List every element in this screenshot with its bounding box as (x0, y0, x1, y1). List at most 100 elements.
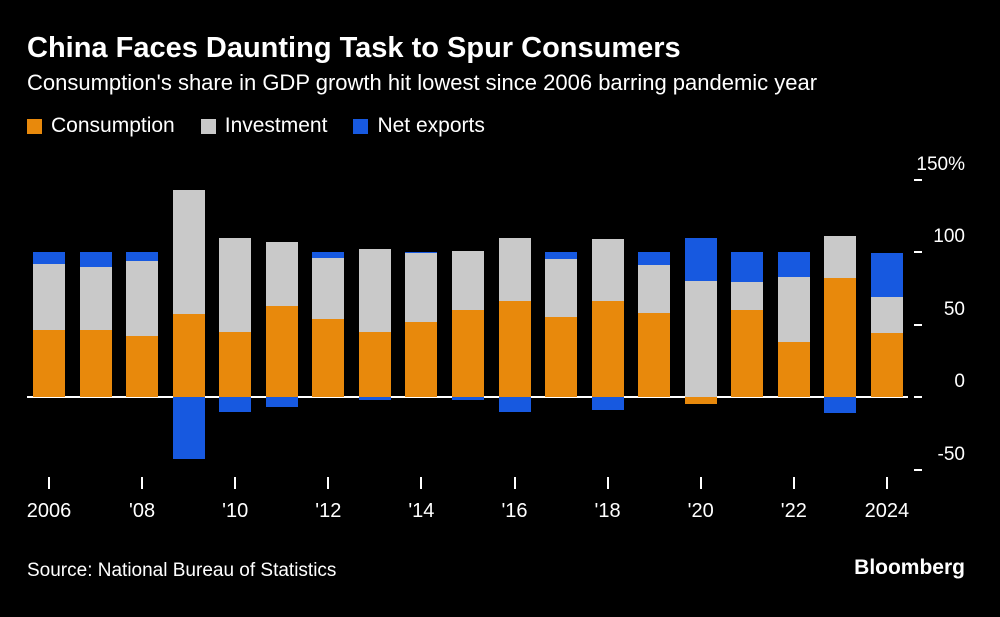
x-axis-label-2020: '20 (687, 500, 714, 522)
bar-segment-2022-consumption (777, 341, 810, 397)
bar-segment-2015-consumption (451, 310, 484, 397)
x-axis-label-2024: 2024 (864, 500, 910, 522)
bar-segment-2024-consumption (870, 333, 903, 397)
bar-segment-2013-consumption (358, 331, 391, 397)
bar-segment-2013-net-exports (358, 397, 391, 400)
bar-segment-2006-investment (33, 263, 65, 331)
x-axis-tick-2016 (513, 477, 516, 489)
bar-segment-2021-investment (731, 282, 764, 310)
bar-segment-2006-net-exports (33, 252, 65, 264)
bar-segment-2014-consumption (405, 321, 438, 397)
x-axis-label-2008: '08 (129, 500, 156, 522)
legend-swatch-net-exports (353, 118, 369, 134)
y-axis-tick-100 (914, 251, 922, 253)
bar-segment-2007-net-exports (79, 252, 112, 267)
bar-segment-2013-investment (358, 249, 391, 332)
bar-segment-2010-net-exports (219, 397, 252, 412)
bar-segment-2020-net-exports (684, 237, 717, 281)
y-axis-tick-50 (914, 323, 922, 326)
plot-area (27, 150, 908, 495)
x-axis-label-2016: '16 (501, 500, 528, 522)
legend-item-consumption: Consumption (27, 114, 175, 138)
legend-label-investment: Investment (224, 114, 328, 137)
bar-segment-2019-consumption (638, 312, 671, 397)
x-axis-label-2006: 2006 (26, 500, 72, 522)
chart-subtitle: Consumption's share in GDP growth hit lo… (27, 70, 818, 95)
y-axis-label-50: 50 (943, 298, 965, 320)
bar-segment-2016-net-exports (498, 397, 531, 412)
bar-segment-2008-net-exports (126, 252, 159, 261)
legend-swatch-consumption (27, 118, 42, 134)
bar-segment-2012-investment (312, 257, 345, 319)
bar-segment-2021-consumption (731, 310, 764, 397)
bar-segment-2011-investment (265, 241, 298, 306)
bar-segment-2016-consumption (498, 301, 531, 397)
bar-segment-2017-investment (545, 259, 578, 318)
bar-segment-2018-investment (591, 238, 624, 302)
bar-segment-2023-net-exports (824, 397, 857, 413)
x-axis-tick-2006 (48, 477, 50, 489)
chart-title: China Faces Daunting Task to Spur Consum… (27, 32, 681, 64)
x-axis-tick-2010 (234, 477, 237, 489)
bar-segment-2023-consumption (824, 278, 857, 397)
y-axis-label--50: -50 (937, 443, 965, 465)
bar-segment-2010-investment (219, 237, 252, 332)
bloomberg-logo: Bloomberg (854, 556, 965, 579)
y-axis: 150% 100 50 0 -50 (27, 150, 965, 540)
x-axis-label-2010: '10 (222, 500, 249, 522)
bar-segment-2014-investment (405, 253, 438, 322)
y-axis-label-100: 100 (933, 226, 965, 247)
bar-segment-2020-consumption (684, 397, 717, 405)
bar-segment-2019-investment (638, 265, 671, 313)
bar-segment-2008-consumption (126, 336, 159, 397)
x-axis: 2006 '08 '10 '12 '14 '16 '18 '20 '22 2024 (27, 150, 965, 540)
y-axis-tick-0 (914, 396, 922, 398)
x-axis-label-2018: '18 (594, 500, 621, 522)
bar-segment-2018-consumption (591, 301, 624, 397)
chart: 150% 100 50 0 -50 2006 '08 '10 '12 '14 '16 '18 '20 '… (27, 150, 965, 540)
bar-segment-2018-net-exports (591, 397, 624, 411)
bar-segment-2007-investment (79, 266, 112, 331)
bar-segment-2009-consumption (172, 314, 205, 397)
x-axis-tick-2014 (420, 477, 423, 489)
bar-segment-2011-consumption (265, 305, 298, 397)
bar-segment-2021-net-exports (731, 252, 764, 283)
x-axis-tick-2008 (141, 477, 144, 489)
bar-segment-2006-consumption (33, 330, 65, 397)
x-axis-label-2022: '22 (780, 500, 807, 522)
bar-segment-2024-net-exports (870, 253, 903, 297)
bar-segment-2020-investment (684, 281, 717, 397)
bar-segment-2022-net-exports (777, 252, 810, 277)
bar-segment-2012-consumption (312, 318, 345, 397)
y-axis-tick-150 (914, 178, 922, 181)
bar-segment-2007-consumption (79, 330, 112, 397)
bar-segment-2017-consumption (545, 317, 578, 397)
bar-segment-2009-net-exports (172, 397, 205, 460)
bar-segment-2010-consumption (219, 331, 252, 397)
bar-segment-2015-net-exports (451, 397, 484, 400)
y-axis-tick--50 (914, 468, 922, 471)
legend-item-net-exports: Net exports (353, 114, 485, 138)
bar-segment-2016-investment (498, 237, 531, 302)
x-axis-label-2014: '14 (408, 500, 435, 522)
x-axis-tick-2024 (885, 477, 888, 489)
bar-segment-2017-net-exports (545, 252, 578, 260)
bar-segment-2014-net-exports (405, 252, 438, 254)
legend-swatch-investment (200, 118, 216, 134)
legend: Consumption Investment Net exports (27, 114, 485, 138)
bar-segment-2012-net-exports (312, 252, 345, 258)
bar-segment-2009-investment (172, 189, 205, 315)
legend-label-net-exports: Net exports (377, 114, 485, 137)
source-attribution: Source: National Bureau of Statistics (27, 560, 337, 581)
y-axis-label-0: 0 (954, 371, 965, 392)
x-axis-tick-2022 (792, 477, 795, 489)
x-axis-tick-2018 (606, 477, 609, 489)
legend-label-consumption: Consumption (51, 114, 175, 137)
bar-segment-2022-investment (777, 276, 810, 342)
bar-segment-2019-net-exports (638, 252, 671, 266)
bar-segment-2008-investment (126, 260, 159, 337)
bar-segment-2015-investment (451, 250, 484, 310)
bar-segment-2024-investment (870, 296, 903, 334)
y-axis-label-150: 150% (916, 153, 965, 175)
x-axis-label-2012: '12 (315, 500, 342, 522)
